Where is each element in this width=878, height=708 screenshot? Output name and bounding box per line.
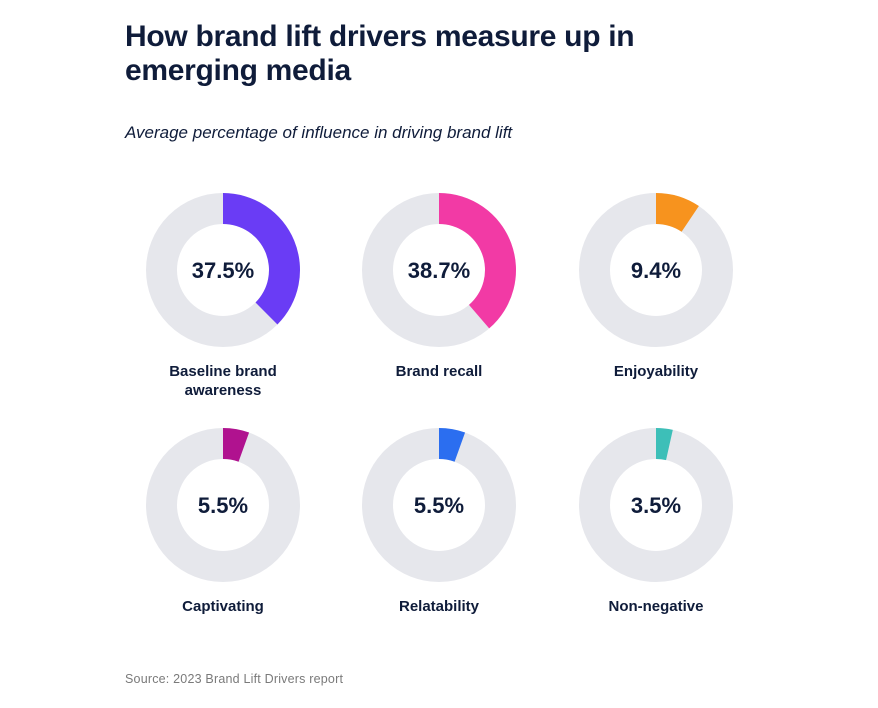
- donut-relatability: 5.5% Relatability: [339, 425, 539, 616]
- donut-segment-brand-recall: [439, 193, 516, 329]
- donut-chart: 9.4%: [579, 193, 733, 347]
- donut-brand-recall: 38.7% Brand recall: [339, 190, 539, 381]
- chart-subtitle: Average percentage of influence in drivi…: [125, 123, 513, 142]
- donut-value-label: 9.4%: [631, 258, 681, 283]
- donut-segment-enjoyability: [656, 193, 699, 232]
- donut-category-label: Relatability: [398, 598, 480, 615]
- donut-value-label: 5.5%: [414, 493, 464, 518]
- donut-chart: 3.5%: [579, 428, 733, 582]
- donut-chart: 37.5%: [146, 193, 300, 347]
- donut-chart: 5.5%: [146, 428, 300, 582]
- donut-value-label: 3.5%: [631, 493, 681, 518]
- donut-category-label: Non-negative: [608, 598, 704, 615]
- donut-segment-non-negative: [656, 428, 673, 461]
- donut-chart: 5.5%: [362, 428, 516, 582]
- donut-segment-relatability: [439, 428, 466, 462]
- source-note: Source: 2023 Brand Lift Drivers report: [125, 672, 344, 686]
- donut-non-negative: 3.5% Non-negative: [556, 425, 756, 616]
- donut-value-label: 5.5%: [198, 493, 248, 518]
- donut-category-label: Enjoyability: [613, 363, 699, 380]
- donut-baseline-brand-awareness: 37.5% Baseline brand awareness: [123, 190, 323, 400]
- donut-value-label: 37.5%: [192, 258, 254, 283]
- donut-chart: 38.7%: [362, 193, 516, 347]
- donut-captivating: 5.5% Captivating: [123, 425, 323, 616]
- donut-segment-captivating: [223, 428, 250, 462]
- donut-value-label: 38.7%: [408, 258, 470, 283]
- donut-category-label: Baseline brand awareness: [169, 363, 277, 399]
- donut-category-label: Captivating: [182, 598, 264, 615]
- donut-segment-baseline-brand-awareness: [223, 193, 300, 325]
- donut-enjoyability: 9.4% Enjoyability: [556, 190, 756, 381]
- chart-title: How brand lift drivers measure up in eme…: [125, 20, 635, 87]
- donut-category-label: Brand recall: [395, 363, 483, 380]
